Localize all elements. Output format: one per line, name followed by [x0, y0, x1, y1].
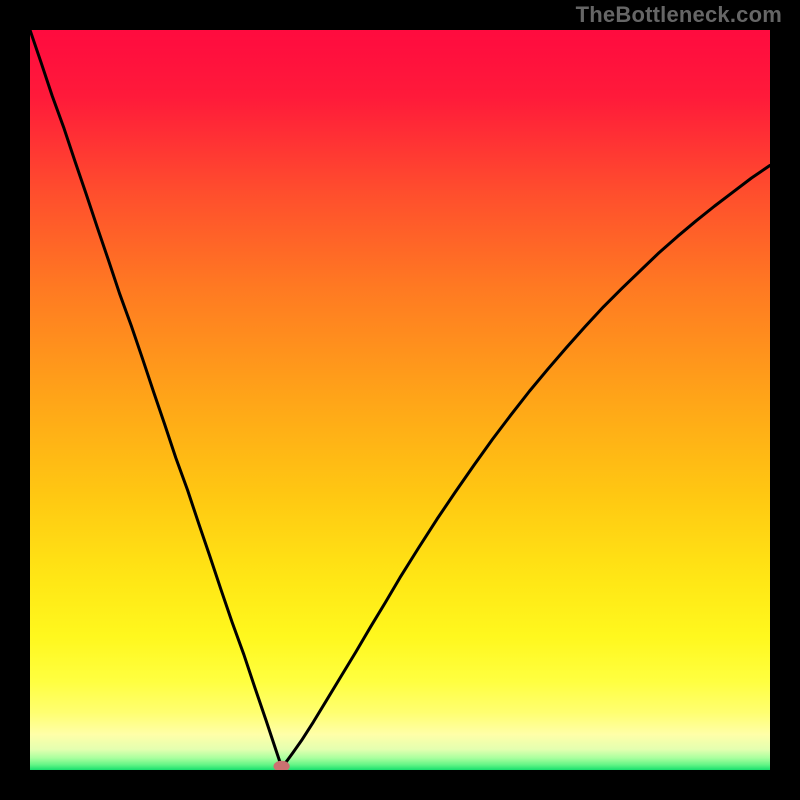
chart-plot-area: [30, 30, 770, 770]
bottleneck-chart-svg: [0, 0, 800, 800]
chart-canvas: TheBottleneck.com: [0, 0, 800, 800]
